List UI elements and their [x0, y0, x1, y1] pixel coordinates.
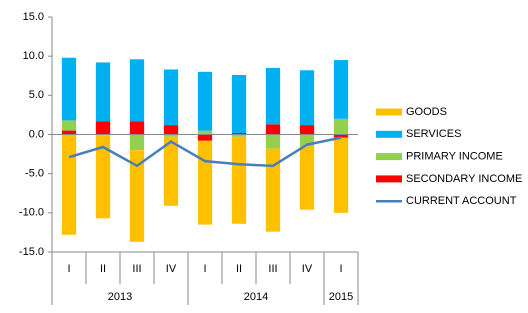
bar-segment [95, 62, 111, 122]
legend-swatch [376, 108, 402, 116]
x-tick-label: I [339, 263, 342, 275]
x-group-label: 2014 [244, 291, 268, 303]
bar-segment [333, 134, 349, 138]
bar-segment [163, 136, 179, 206]
bar-segment [333, 60, 349, 119]
legend-label: GOODS [406, 106, 447, 118]
bar-segment [197, 134, 213, 141]
legend-label: SECONDARY INCOME [406, 173, 522, 185]
bar-segment [333, 118, 349, 135]
bar-segment [231, 74, 247, 133]
bar-segment [61, 120, 77, 131]
bar-segment [95, 135, 111, 219]
bar-segment [231, 132, 247, 135]
bar-segment [299, 125, 315, 135]
y-tick-label: -15.0 [19, 246, 44, 258]
x-group-label: 2013 [108, 291, 132, 303]
bar-segment [333, 137, 349, 213]
bar-segment [299, 134, 315, 147]
bar-segment [299, 146, 315, 210]
legend-swatch [376, 153, 402, 161]
x-tick-label: II [100, 263, 106, 275]
x-group-label: 2015 [329, 291, 353, 303]
legend-label: CURRENT ACCOUNT [406, 195, 517, 207]
x-tick-label: III [268, 263, 277, 275]
legend-label: PRIMARY INCOME [406, 151, 503, 163]
y-tick-label: -5.0 [25, 168, 44, 180]
bar-segment [95, 121, 111, 135]
bar-segment [163, 125, 179, 135]
x-tick-label: IV [302, 263, 313, 275]
bar-segment [129, 121, 145, 135]
x-tick-label: IV [166, 263, 177, 275]
bar-segment [61, 134, 77, 235]
bar-segment [231, 136, 247, 224]
bar-segment [197, 71, 213, 131]
legend-swatch [376, 130, 402, 138]
bar-segment [197, 130, 213, 135]
y-tick-label: -10.0 [19, 207, 44, 219]
y-tick-label: 5.0 [29, 89, 44, 101]
bar-segment [129, 134, 145, 151]
x-tick-label: I [67, 263, 70, 275]
bar-segment [61, 57, 77, 121]
x-tick-label: II [236, 263, 242, 275]
bar-segment [61, 130, 77, 135]
bar-segment [129, 59, 145, 122]
line-series [68, 136, 342, 168]
bar-segment [265, 124, 281, 135]
bar-segment [265, 148, 281, 232]
bar-segment [299, 70, 315, 126]
y-tick-label: 10.0 [23, 50, 44, 62]
legend-swatch [376, 175, 402, 183]
legend-label: SERVICES [406, 128, 461, 140]
bar-segment [129, 150, 145, 242]
y-tick-label: 15.0 [23, 11, 44, 23]
bar-segment [265, 134, 281, 149]
bar-segment [265, 67, 281, 125]
x-tick-label: III [132, 263, 141, 275]
bar-segment [231, 134, 247, 137]
bar-segment [197, 140, 213, 225]
bar-segment [163, 134, 179, 137]
y-tick-label: 0.0 [29, 128, 44, 140]
x-tick-label: I [203, 263, 206, 275]
bar-segment [163, 69, 179, 126]
